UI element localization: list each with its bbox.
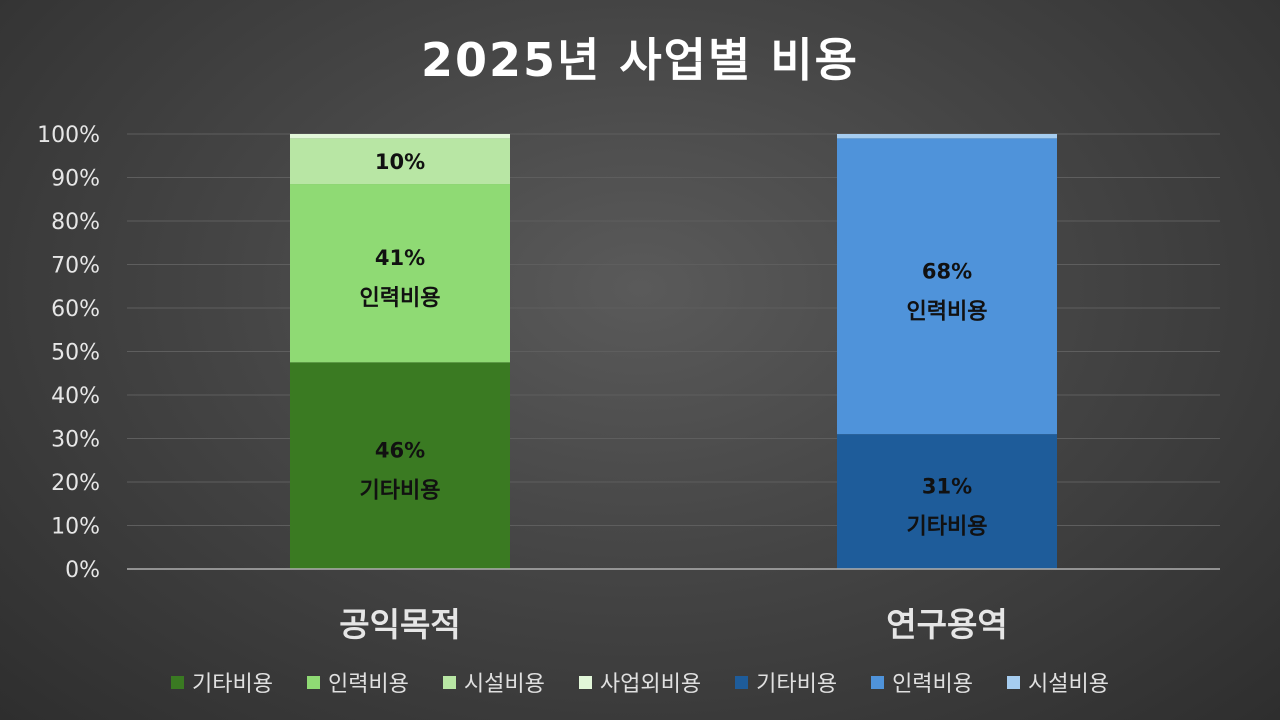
- bar-segment: [837, 134, 1057, 139]
- data-label-value: 31%: [922, 475, 972, 499]
- category-labels: 공익목적 연구용역: [339, 605, 1007, 644]
- y-tick-label: 90%: [51, 167, 100, 192]
- data-label-value: 46%: [375, 439, 425, 463]
- y-tick-label: 10%: [51, 515, 100, 540]
- legend-swatch: [306, 675, 320, 689]
- y-tick-label: 100%: [37, 123, 100, 148]
- legend-item: 인력비용: [306, 666, 409, 698]
- stacked-bar-chart: 0% 10% 20% 30% 40% 50% 60% 70% 80% 90% 100% 46% 기타비…: [37, 123, 1220, 644]
- data-label-series: 기타비용: [360, 479, 441, 504]
- data-label-series: 기타비용: [907, 515, 988, 540]
- bar-segment: [290, 362, 510, 569]
- legend-item: 인력비용: [871, 666, 973, 698]
- x-category-label: 연구용역: [886, 605, 1007, 644]
- legend-item: 기타비용: [170, 666, 273, 698]
- legend-item: 시설비용: [442, 666, 545, 698]
- legend-label: 사업외비용: [599, 672, 702, 697]
- y-tick-label: 70%: [51, 254, 100, 279]
- bar-segment: [290, 138, 510, 185]
- data-label-value: 41%: [375, 246, 425, 270]
- legend-swatch: [578, 675, 592, 689]
- legend-label: 시설비용: [1028, 672, 1109, 697]
- x-category-label: 공익목적: [339, 605, 460, 644]
- legend-swatch: [442, 675, 456, 689]
- legend-label: 기타비용: [756, 672, 838, 697]
- legend-item: 시설비용: [1007, 666, 1109, 698]
- chart-title: 2025년 사업별 비용: [421, 33, 859, 87]
- legend-swatch: [871, 675, 885, 689]
- data-label-value: 10%: [375, 150, 425, 174]
- y-tick-label: 50%: [51, 341, 100, 366]
- legend: 기타비용 인력비용 시설비용 사업외비용 기타비용 인력비용 시설비용: [0, 666, 1280, 698]
- legend-item: 사업외비용: [578, 666, 702, 698]
- bar-segment: [837, 434, 1057, 569]
- legend-label: 인력비용: [892, 672, 974, 697]
- legend-swatch: [1007, 675, 1021, 689]
- y-axis-ticks: 0% 10% 20% 30% 40% 50% 60% 70% 80% 90% 100%: [37, 123, 100, 583]
- y-tick-label: 60%: [51, 297, 100, 322]
- data-label-series: 인력비용: [907, 299, 988, 324]
- y-tick-label: 0%: [65, 558, 100, 583]
- y-tick-label: 40%: [51, 384, 100, 409]
- bar-segment: [290, 134, 510, 139]
- bars: [290, 134, 1057, 569]
- data-label-value: 68%: [922, 259, 972, 283]
- legend-label: 시설비용: [463, 672, 545, 697]
- legend-label: 인력비용: [327, 672, 409, 697]
- y-tick-label: 80%: [51, 210, 100, 235]
- data-label-series: 인력비용: [360, 286, 441, 311]
- bar-segment: [837, 138, 1057, 435]
- legend-label: 기타비용: [191, 672, 273, 697]
- legend-swatch: [735, 675, 749, 689]
- y-tick-label: 30%: [51, 428, 100, 453]
- y-tick-label: 20%: [51, 471, 100, 496]
- bar-labels: 46% 기타비용 41% 인력비용 10% 31% 기타비용 68% 인력비용: [360, 150, 988, 539]
- legend-swatch: [170, 675, 184, 689]
- bar-segment: [290, 184, 510, 363]
- legend-item: 기타비용: [735, 666, 837, 698]
